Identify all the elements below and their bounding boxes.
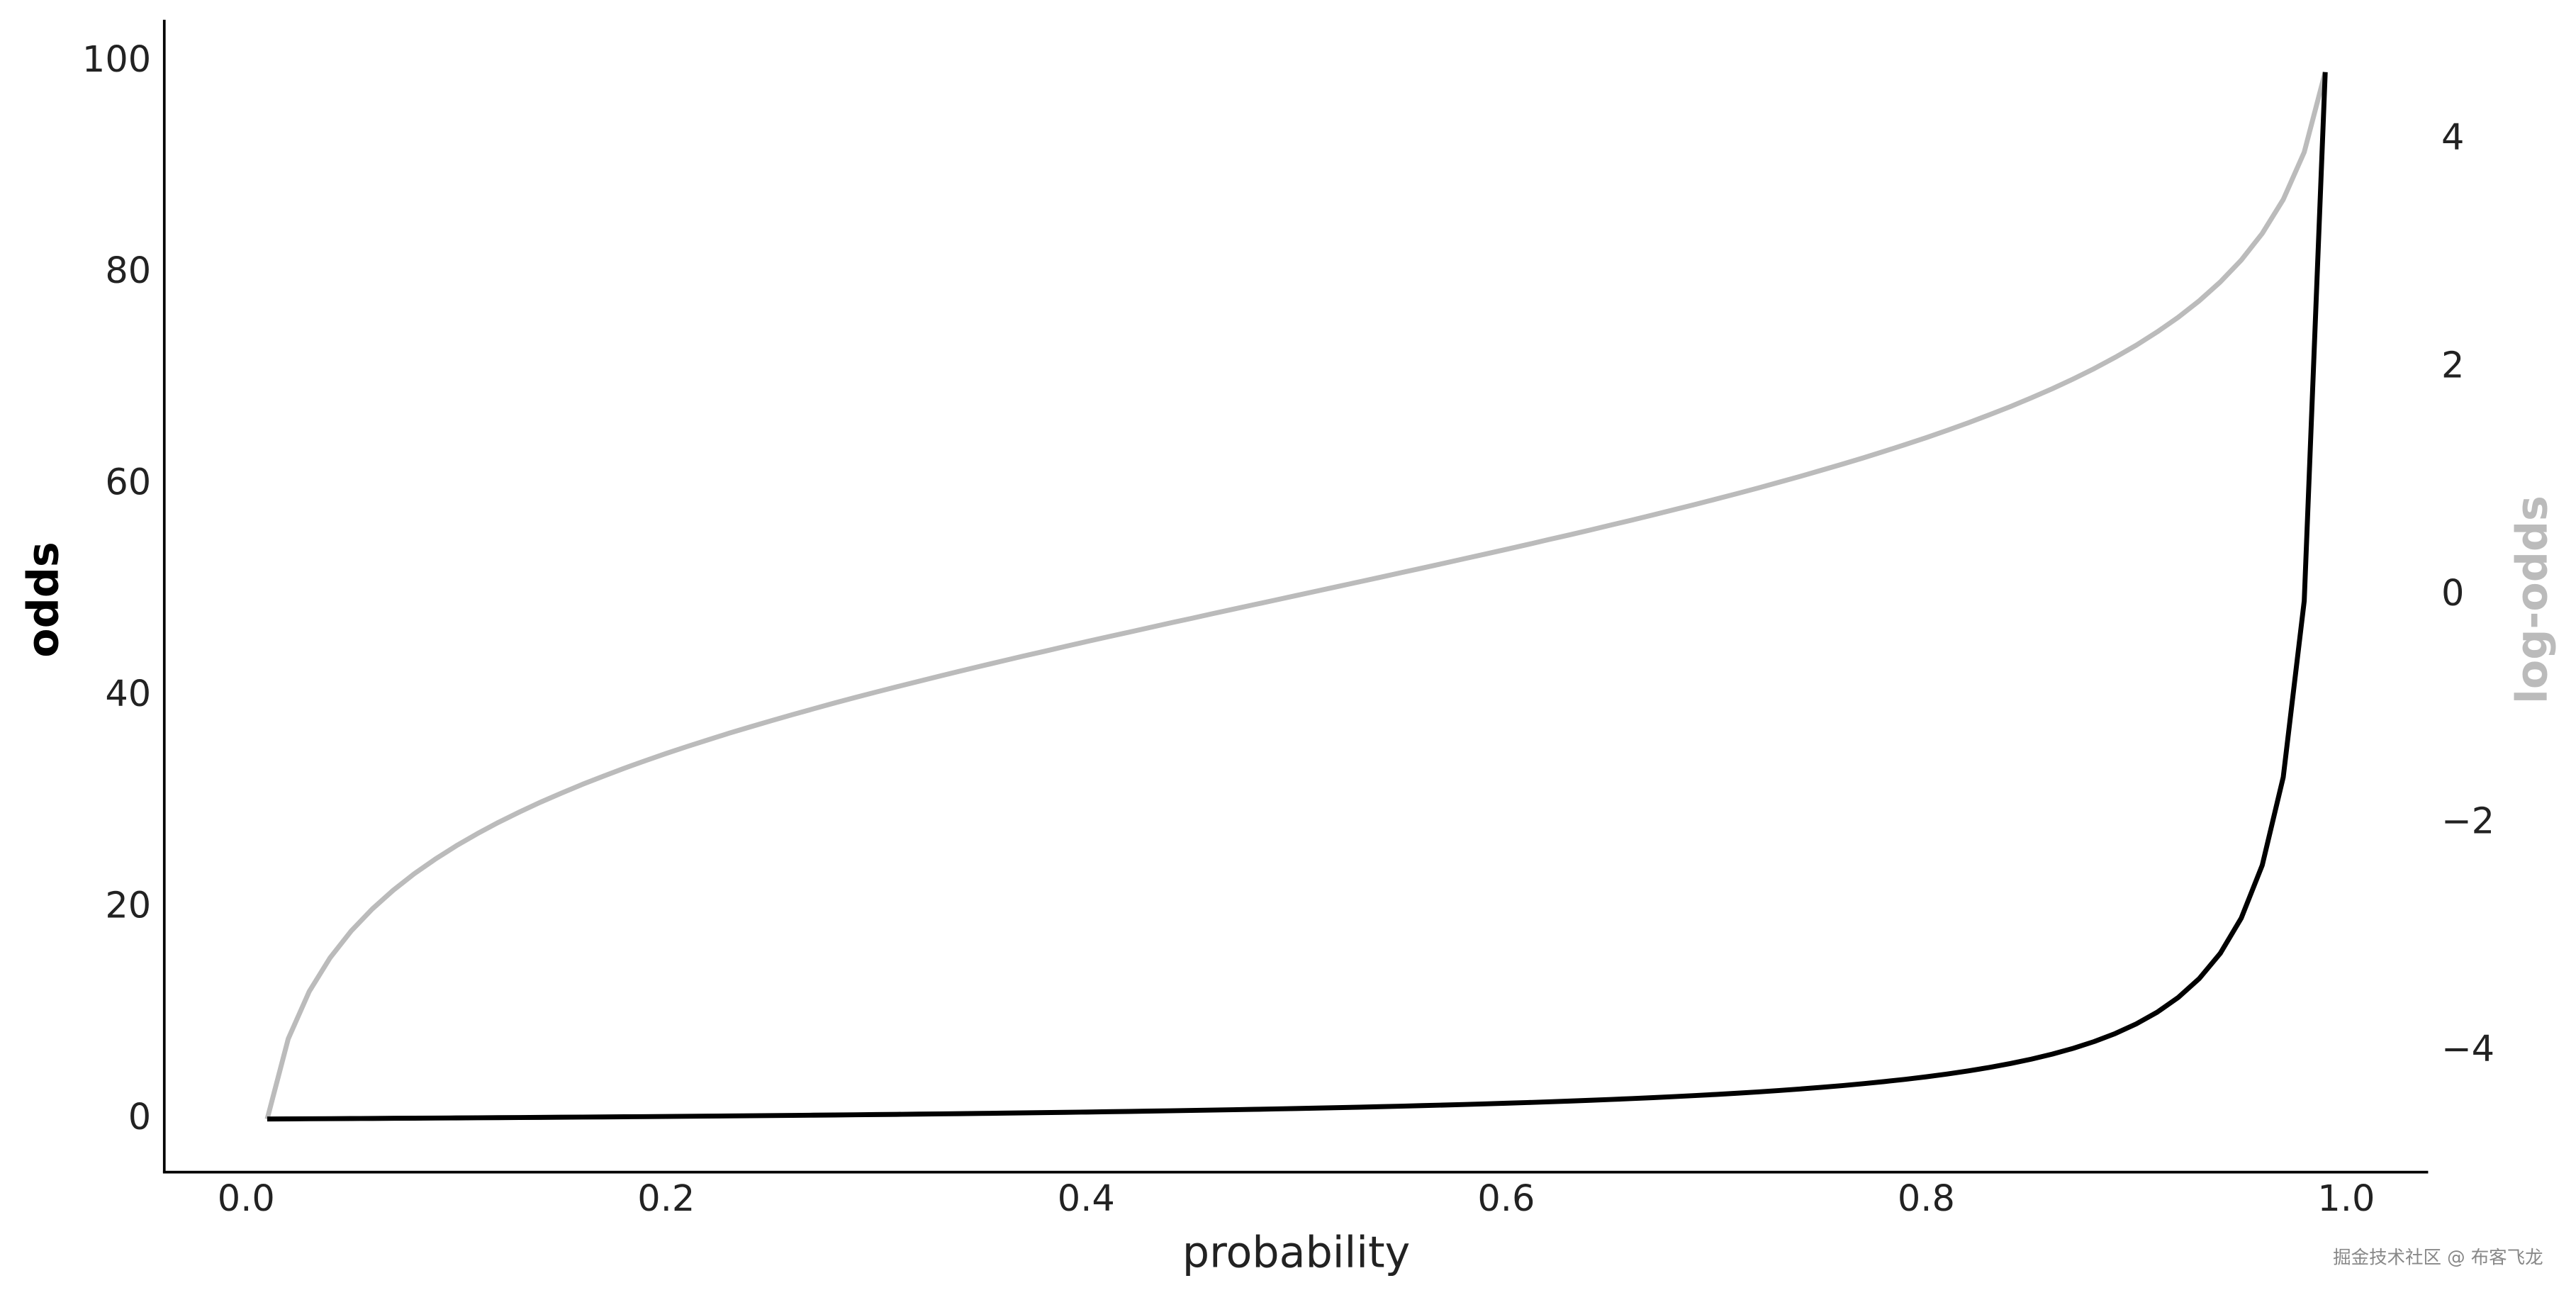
- y-axis-label: odds: [18, 542, 68, 658]
- y2-tick-label: 2: [2441, 345, 2464, 387]
- y2-axis-label: log-odds: [2508, 495, 2558, 704]
- y-tick-label: 80: [105, 250, 151, 292]
- x-tick-label: 0.2: [637, 1178, 695, 1220]
- x-tick-label: 1.0: [2317, 1178, 2375, 1220]
- y2-tick-label: −4: [2441, 1029, 2494, 1070]
- y2-tick-label: 4: [2441, 117, 2464, 159]
- y2-tick-label: −2: [2441, 801, 2494, 843]
- y-tick-label: 60: [105, 462, 151, 504]
- watermark: 掘金技术社区 @ 布客飞龙: [2333, 1247, 2543, 1268]
- y-tick-label: 20: [105, 885, 151, 926]
- line-series: [267, 72, 2328, 1122]
- x-tick-label: 0.4: [1058, 1178, 1115, 1220]
- y-tick-label: 0: [128, 1097, 151, 1138]
- x-tick-label: 0.8: [1898, 1178, 1955, 1220]
- y-tick-label: 100: [82, 39, 151, 81]
- x-tick-label: 0.0: [218, 1178, 275, 1220]
- line-series: [264, 71, 2328, 1120]
- y2-tick-label: 0: [2441, 573, 2464, 615]
- x-tick-label: 0.6: [1477, 1178, 1535, 1220]
- y-tick-label: 40: [105, 673, 151, 715]
- x-axis-label: probability: [1182, 1228, 1410, 1277]
